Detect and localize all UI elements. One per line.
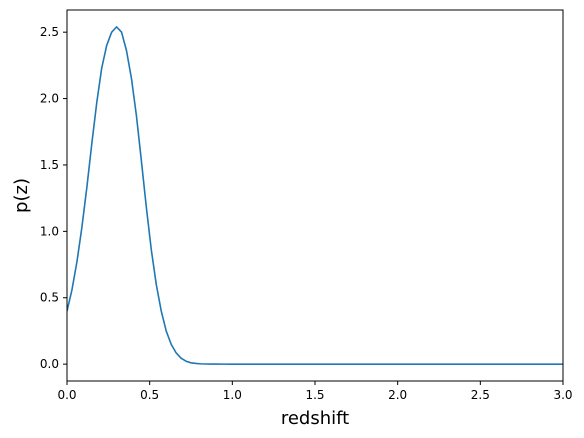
x-tick-label: 0.0 — [57, 388, 76, 402]
y-axis-label: p(z) — [11, 178, 32, 213]
x-tick-label: 1.0 — [223, 388, 242, 402]
y-tick-label: 1.5 — [40, 158, 59, 172]
plot-area — [67, 26, 563, 365]
y-tick-label: 2.0 — [40, 92, 59, 106]
y-tick-label: 2.5 — [40, 25, 59, 39]
axes-frame — [66, 9, 564, 382]
y-tick-label: 0.5 — [40, 291, 59, 305]
x-tick-label: 2.5 — [471, 388, 490, 402]
x-tick-label: 3.0 — [553, 388, 572, 402]
y-tick-label: 1.0 — [40, 224, 59, 238]
x-tick-label: 1.5 — [305, 388, 324, 402]
y-tick-label: 0.0 — [40, 357, 59, 371]
series-line-0 — [67, 26, 563, 365]
x-axis-label: redshift — [281, 408, 349, 429]
x-axis-ticks: 0.0 0.5 1.0 1.5 2.0 2.5 3.0 — [57, 381, 573, 402]
x-tick-label: 2.0 — [388, 388, 407, 402]
x-tick-label: 0.5 — [140, 388, 159, 402]
y-axis-ticks: 0.0 0.5 1.0 1.5 2.0 2.5 — [40, 25, 67, 371]
